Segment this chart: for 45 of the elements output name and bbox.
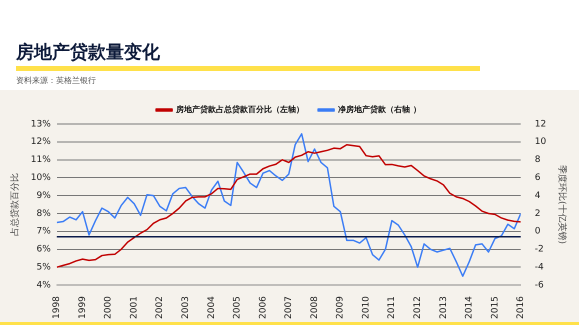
x-tick-label: 2012	[412, 296, 423, 319]
y2-axis-title: 季度环比(十亿英镑)	[556, 165, 568, 244]
x-tick-label: 1999	[78, 296, 88, 319]
x-tick-label: 2008	[310, 296, 320, 319]
chart-title: 房地产贷款量变化	[16, 41, 160, 64]
x-tick-label: 2011	[387, 296, 398, 319]
legend-label: 净房地产贷款（右轴 ）	[338, 104, 421, 114]
y2-tick-label: 0	[534, 226, 541, 237]
x-tick-label: 2002	[155, 296, 166, 319]
y-tick-label: 4%	[36, 280, 52, 290]
x-tick-label: 1998	[52, 296, 62, 319]
x-tick-label: 2016	[516, 296, 526, 319]
x-tick-label: 2006	[258, 296, 268, 319]
x-tick-label: 2001	[129, 296, 140, 319]
y-tick-label: 10%	[30, 173, 52, 184]
y2-tick-label: 6	[534, 173, 541, 184]
y-tick-label: 12%	[30, 137, 52, 148]
text: 资料来源：英格兰银行	[16, 75, 96, 86]
y-tick-label: 11%	[30, 155, 52, 166]
y2-tick-label: -4	[534, 262, 544, 273]
y-tick-label: 5%	[36, 262, 52, 273]
x-tick-label: 2000	[104, 296, 114, 319]
y-tick-label: 9%	[36, 190, 52, 201]
y-axis-title: 占总贷款百分比	[10, 173, 21, 236]
y-tick-label: 13%	[30, 119, 52, 130]
x-tick-label: 2013	[438, 296, 449, 319]
x-tick-label: 2003	[181, 296, 192, 319]
legend-label: 房地产贷款占总贷款百分比（左轴）	[175, 104, 304, 114]
x-tick-label: 2007	[284, 296, 294, 319]
y-tick-label: 8%	[36, 208, 52, 219]
y2-tick-label: 12	[534, 119, 546, 130]
y2-tick-label: 4	[534, 190, 541, 201]
y2-tick-label: -2	[534, 244, 544, 255]
x-tick-label: 2009	[336, 296, 346, 319]
y2-tick-label: -6	[534, 280, 544, 290]
x-tick-label: 2010	[361, 296, 372, 319]
x-tick-label: 2014	[464, 296, 475, 319]
y-tick-label: 6%	[36, 244, 52, 255]
x-tick-label: 2004	[206, 296, 217, 319]
y2-tick-label: 10	[534, 137, 546, 148]
x-tick-label: 2005	[232, 296, 243, 319]
y2-tick-label: 8	[534, 155, 541, 166]
y2-tick-label: 2	[534, 208, 540, 219]
y-tick-label: 7%	[36, 226, 52, 237]
x-tick-label: 2015	[490, 296, 500, 319]
